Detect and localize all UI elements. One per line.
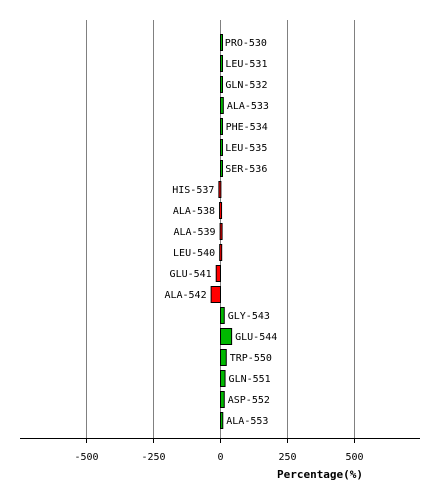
bar-label: LEU-540 [173,248,215,259]
bar-label: HIS-537 [172,185,214,196]
bar [220,412,224,429]
bar-label: GLU-544 [235,332,277,343]
bar [218,181,222,198]
bar [220,76,223,93]
bar [219,244,223,261]
x-tick-label: 0 [217,452,223,463]
bar-label: SER-536 [225,164,267,175]
bar-label: PHE-534 [226,122,268,133]
bar [220,307,225,324]
bar [210,286,221,303]
bar-label: TRP-550 [230,353,272,364]
x-tick-label: 250 [278,452,296,463]
bar [220,328,233,345]
bar-label: ALA-542 [164,290,206,301]
bar-label: GLY-543 [228,311,270,322]
bar [220,349,227,366]
bar [220,370,226,387]
bar-label: ASP-552 [228,395,270,406]
bar-labels: PRO-530 LEU-531 GLN-532 ALA-533 PHE-534 LEU-5… [164,38,277,427]
x-tick-label: -500 [74,452,98,463]
bar-label: ALA-538 [173,206,215,217]
x-tick-label: 500 [345,452,363,463]
bar [220,118,223,135]
bar-label: PRO-530 [225,38,267,49]
bar [220,160,223,177]
bar-label: ALA-553 [226,416,268,427]
x-axis-title: Percentage(%) [277,468,363,481]
bar [220,55,223,72]
bar [219,202,223,219]
bar [220,391,225,408]
bar-label: GLN-532 [225,80,267,91]
bars [210,34,233,429]
bar [219,223,223,240]
bar-label: ALA-539 [173,227,215,238]
bar-label: GLN-551 [229,374,271,385]
bar-label: LEU-535 [225,143,267,154]
x-tick-label: -250 [141,452,165,463]
bar [220,97,224,114]
bar [215,265,222,282]
bar-label: ALA-533 [227,101,269,112]
bar-label: LEU-531 [225,59,267,70]
x-axis: -500 -250 0 250 500 [20,438,420,463]
bar-label: GLU-541 [170,269,212,280]
bar [220,139,223,156]
bar [220,34,223,51]
